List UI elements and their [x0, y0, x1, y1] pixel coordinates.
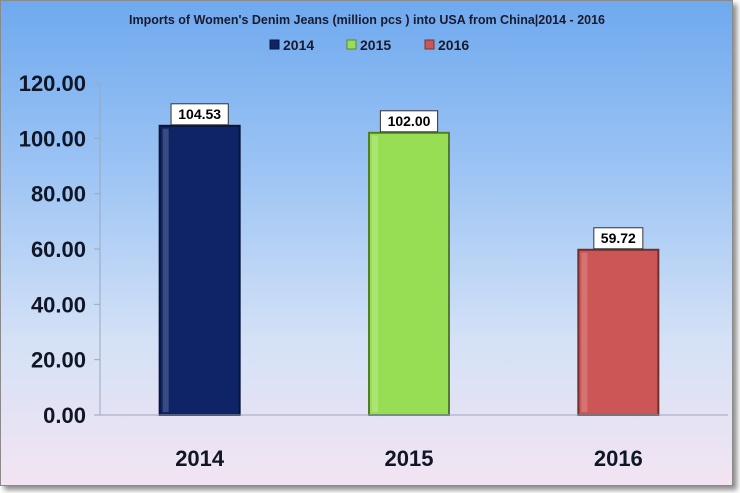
y-tick-label: 100.00: [19, 126, 86, 151]
x-tick-label: 2015: [385, 446, 434, 471]
bar-2015: [368, 131, 450, 417]
x-axis: 2014 2015 2016: [100, 414, 728, 471]
legend-swatch: [346, 39, 357, 50]
x-tick-label: 2016: [594, 446, 643, 471]
data-label-box: [379, 110, 439, 133]
y-tick-label: 120.00: [19, 71, 86, 96]
legend-label: 2014: [283, 37, 314, 53]
data-label: 102.00: [388, 113, 431, 129]
y-tick-label: 20.00: [31, 348, 86, 373]
data-labels: 104.53 102.00 59.72: [170, 103, 644, 250]
y-tick-label: 60.00: [31, 237, 86, 262]
data-label: 104.53: [178, 106, 221, 122]
legend: 2014 2015 2016: [269, 37, 469, 53]
data-label-box: [170, 103, 229, 126]
bars: [158, 124, 660, 417]
y-tick-label: 40.00: [31, 292, 86, 317]
y-axis: 0.00 20.00 40.00 60.00 80.00 100.00 120.00: [19, 71, 101, 428]
x-tick-label: 2014: [175, 446, 225, 471]
legend-swatch: [424, 39, 435, 50]
legend-label: 2016: [438, 37, 469, 53]
bar-highlight: [581, 252, 588, 412]
bar-2016: [577, 248, 660, 416]
legend-label: 2015: [360, 37, 391, 53]
data-label-box: [593, 227, 644, 250]
data-label: 59.72: [601, 230, 636, 246]
bar-highlight: [162, 128, 169, 412]
bar-highlight: [372, 135, 378, 413]
chart-title: Imports of Women's Denim Jeans (million …: [129, 13, 605, 27]
y-tick-label: 0.00: [43, 403, 86, 428]
bar-2014: [158, 124, 241, 417]
legend-swatch: [269, 39, 280, 50]
y-tick-label: 80.00: [31, 182, 86, 207]
